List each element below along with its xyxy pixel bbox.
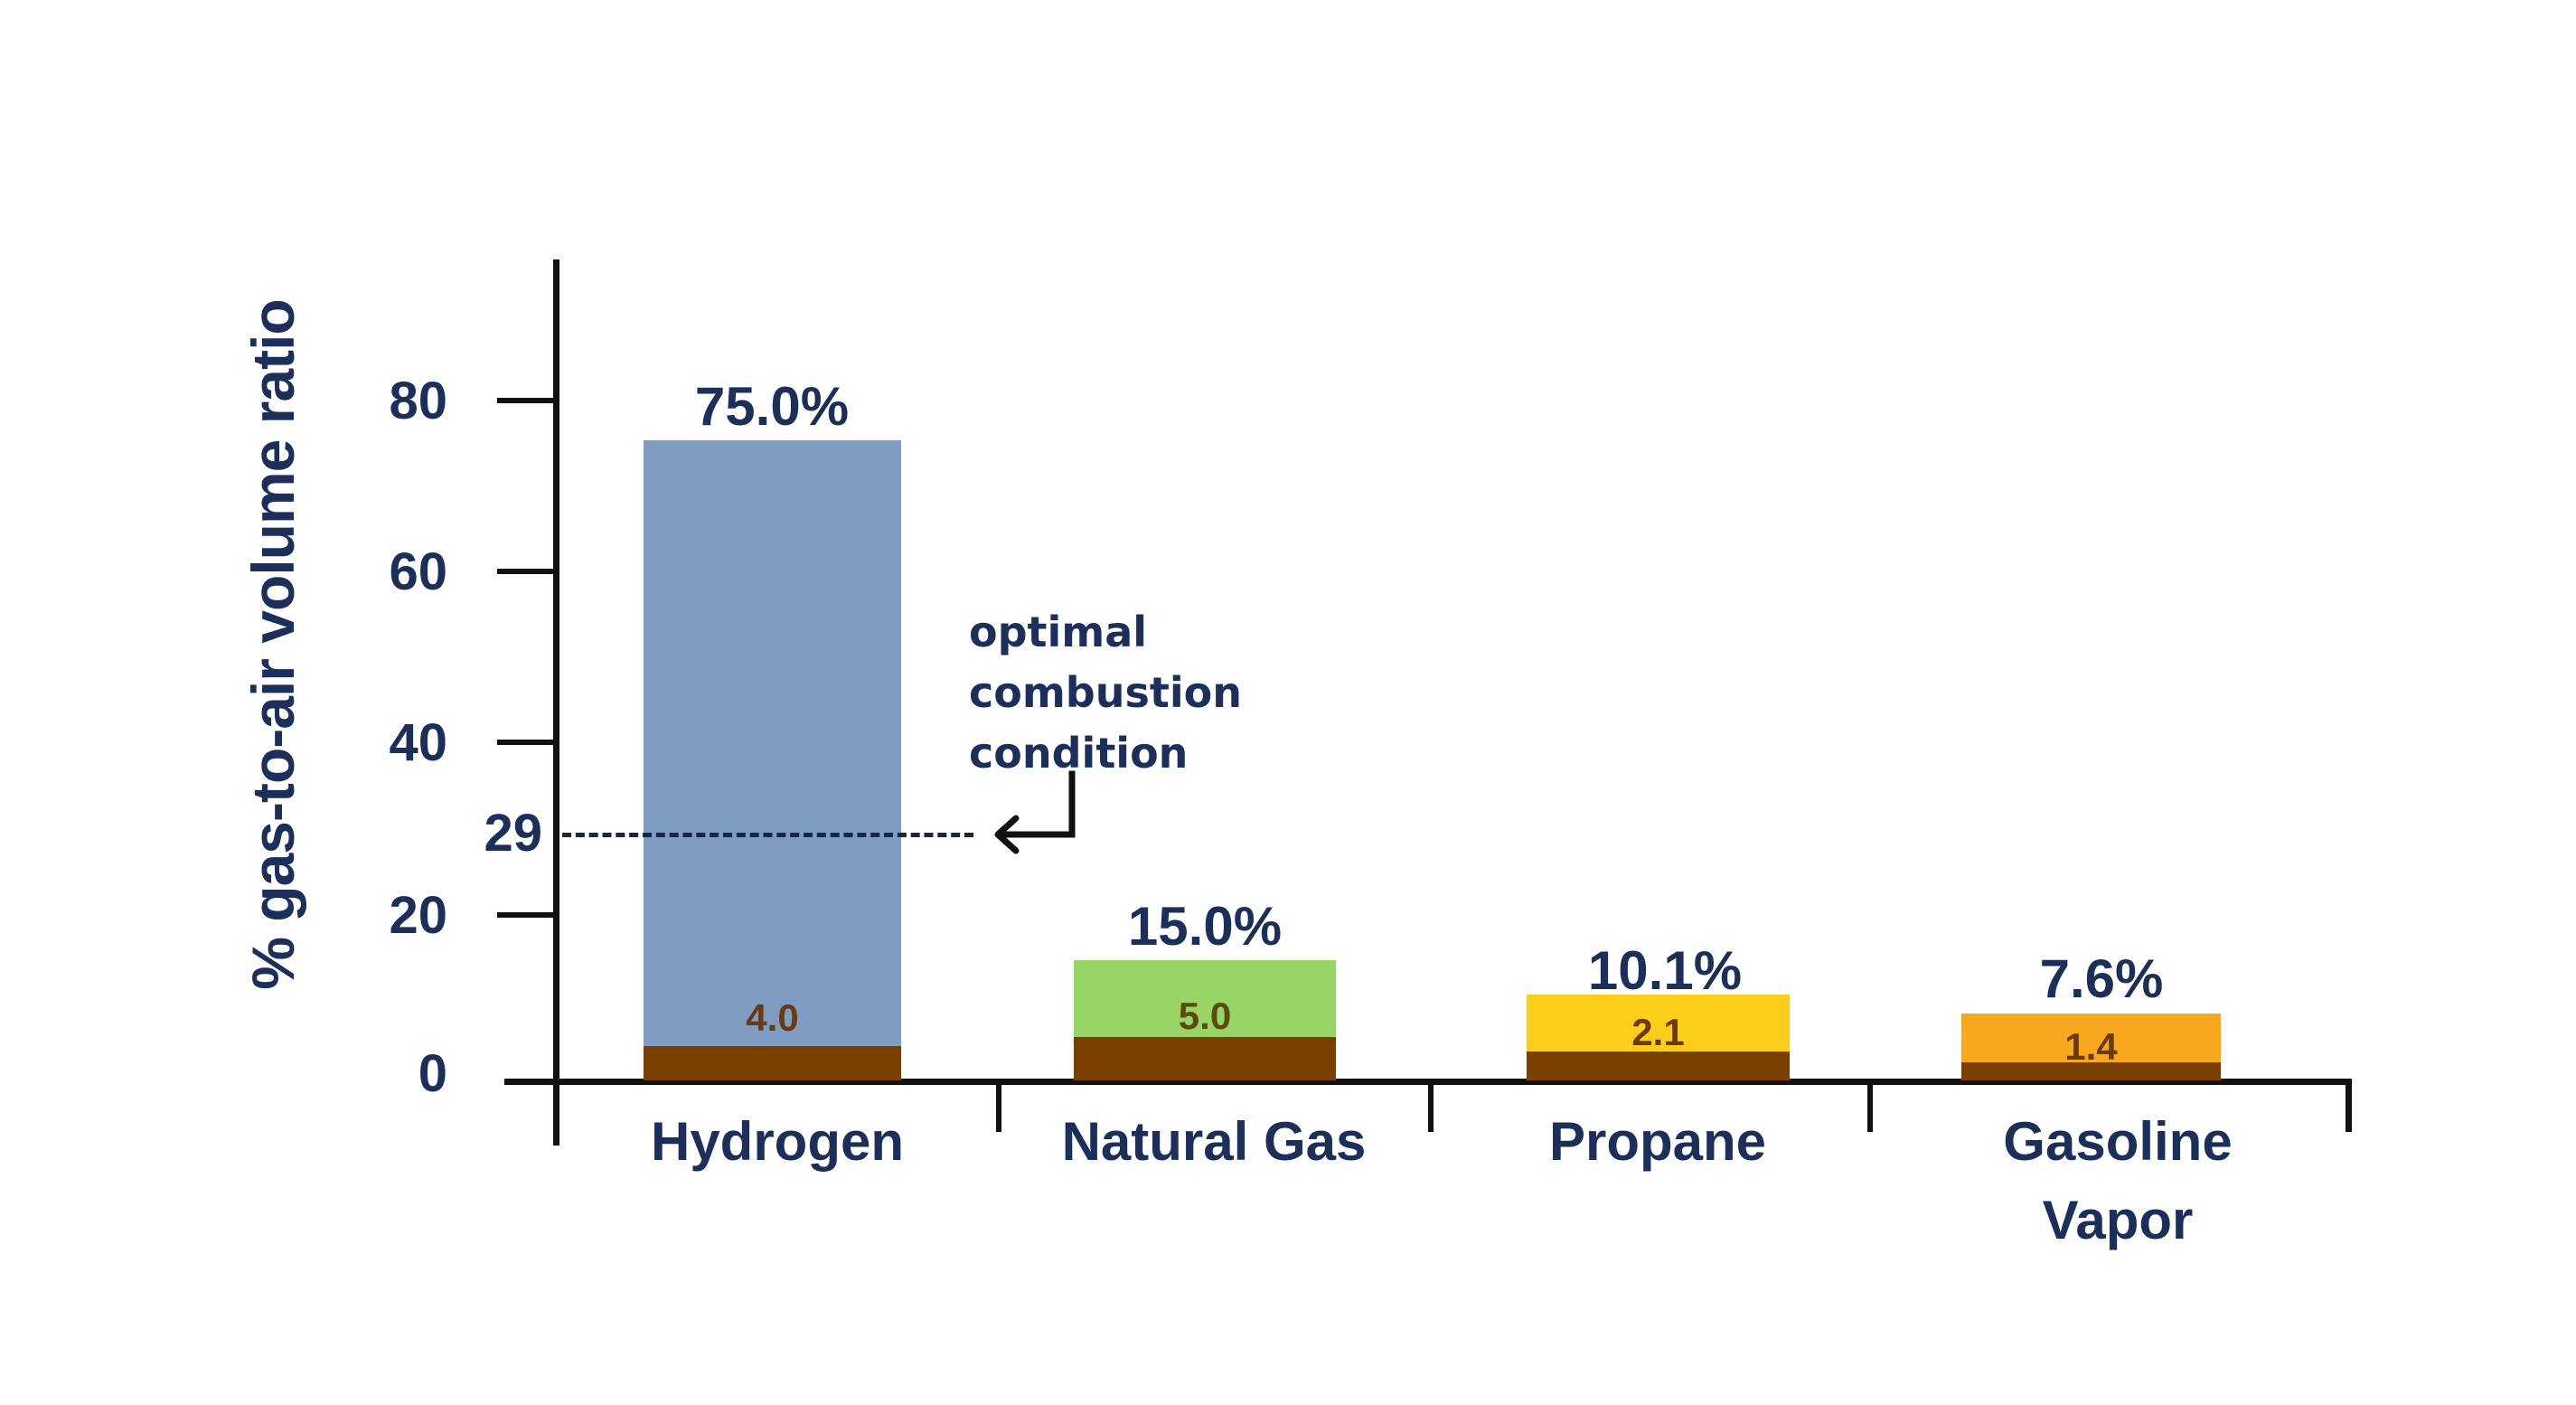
bar-hydrogen: 4.0 (644, 440, 901, 1080)
y-tick-label-40: 40 (389, 713, 447, 772)
optimal-line-29 (562, 833, 973, 837)
return-arrow-icon (994, 770, 1076, 854)
bar-gasoline-vapor: 1.4 (1961, 1014, 2221, 1080)
bar-propane-lower-label: 2.1 (1631, 1011, 1685, 1053)
category-label-natural-gas: Natural Gas (1061, 1111, 1367, 1172)
bar-propane-lower (1527, 1051, 1790, 1080)
y-tick-80 (497, 398, 556, 403)
bar-hydrogen-lower-label: 4.0 (746, 996, 799, 1039)
y-tick-label-0: 0 (418, 1044, 447, 1103)
marker-label-29: 29 (484, 804, 542, 863)
x-separator-end (2346, 1079, 2352, 1132)
bar-gasoline-vapor-lower-label: 1.4 (2064, 1025, 2118, 1068)
bar-hydrogen-upper (644, 440, 901, 1080)
annotation-line-1: optimal (969, 608, 1148, 656)
y-tick-40 (497, 740, 556, 745)
bar-natural-gas-lower-label: 5.0 (1178, 995, 1232, 1037)
annotation-line-2: combustion (969, 668, 1242, 717)
y-tick-label-80: 80 (389, 372, 447, 430)
bar-natural-gas: 5.0 (1074, 960, 1336, 1080)
y-tick-60 (497, 569, 556, 574)
bar-propane-value: 10.1% (1587, 940, 1743, 1001)
category-label-vapor: Vapor (2042, 1190, 2194, 1250)
bar-gasoline-vapor-lower (1961, 1062, 2221, 1080)
y-tick-20 (497, 912, 556, 918)
y-tick-label-20: 20 (389, 886, 447, 945)
bar-hydrogen-value: 75.0% (694, 376, 850, 437)
y-axis-line (553, 259, 559, 1146)
optimal-combustion-annotation: optimal combustion condition (969, 602, 1242, 784)
x-separator-1 (996, 1080, 1001, 1132)
bar-hydrogen-lower (644, 1046, 901, 1080)
bar-natural-gas-value: 15.0% (1127, 896, 1283, 957)
bar-natural-gas-lower (1074, 1037, 1336, 1080)
x-separator-3 (1867, 1080, 1873, 1132)
y-tick-label-60: 60 (389, 542, 447, 601)
bar-gasoline-vapor-value: 7.6% (2039, 948, 2164, 1009)
x-separator-2 (1428, 1080, 1434, 1132)
category-label-gasoline: Gasoline (2003, 1111, 2233, 1172)
category-label-hydrogen: Hydrogen (650, 1111, 905, 1172)
annotation-line-3: condition (969, 729, 1189, 778)
bar-propane: 2.1 (1527, 995, 1790, 1080)
category-label-propane: Propane (1548, 1111, 1767, 1172)
y-axis-title-text: % gas-to-air volume ratio (240, 299, 306, 990)
